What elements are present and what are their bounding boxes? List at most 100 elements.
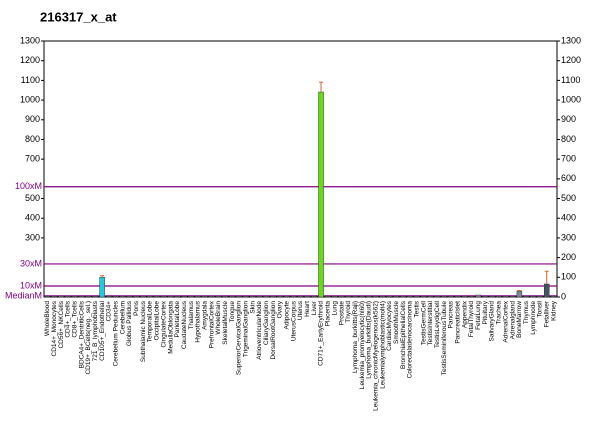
- x-tick-label: SalivaryGland: [489, 301, 496, 342]
- bar: [290, 295, 297, 298]
- x-tick-label: SkeletalMuscle: [222, 301, 229, 345]
- x-tick-label: Amygdala: [201, 301, 208, 330]
- x-tick-label: PancreaticIslet: [455, 301, 462, 344]
- y-tick-label: 300: [25, 232, 40, 242]
- x-tick-label: Pituitary: [482, 300, 489, 324]
- x-tick-label: SmoothMuscle: [393, 301, 400, 344]
- x-tick-label: CardiacMyocytes: [386, 300, 393, 351]
- x-tick-label: Heart: [304, 301, 311, 317]
- x-tick-label: TestisGermCell: [420, 300, 427, 345]
- y2-tick-label: 1000: [561, 94, 581, 104]
- x-tick-label: CaudateNucleus: [181, 300, 188, 349]
- bar: [85, 295, 92, 298]
- bar: [222, 295, 229, 298]
- bar: [434, 295, 441, 298]
- bar: [44, 295, 51, 298]
- x-tick-label: CiliaryGanglion: [263, 301, 270, 345]
- x-tick-label: CD4+_Tcells: [65, 300, 72, 337]
- bar: [427, 295, 434, 298]
- bar: [113, 295, 119, 298]
- x-tick-label: TrigeminalGanglion: [242, 301, 249, 358]
- x-tick-label: CD71+_EarlyErythroid: [318, 301, 325, 366]
- bar: [154, 295, 160, 298]
- x-tick-label: CD8+_Tcells: [71, 300, 78, 337]
- y2-tick-label: 600: [561, 173, 576, 183]
- x-tick-label: Liver: [311, 300, 318, 315]
- bar: [160, 295, 167, 298]
- x-tick-label: Thyroid: [345, 301, 352, 323]
- bar: [270, 295, 276, 298]
- x-tick-label: Tonsil: [537, 300, 544, 317]
- bar: [489, 295, 495, 298]
- x-tick-label: Adrenalgland: [509, 301, 516, 340]
- bar: [174, 295, 181, 298]
- bar: [256, 295, 263, 298]
- bar: [482, 295, 488, 298]
- bar: [407, 295, 413, 298]
- bar: [106, 295, 112, 298]
- bar: [352, 295, 358, 298]
- reference-label: MedianM: [5, 290, 42, 300]
- x-tick-label: Cerebellum Peduncles: [113, 300, 120, 366]
- x-tick-label: Leukemia_chronicMyelogenous(k562): [372, 301, 379, 411]
- bar: [65, 295, 71, 298]
- y2-tick-label: 200: [561, 252, 576, 262]
- x-tick-label: Trachea: [496, 301, 503, 325]
- bar: [58, 295, 64, 298]
- bar: [502, 295, 509, 298]
- x-tick-label: Lung: [331, 301, 338, 316]
- bar: [420, 295, 427, 298]
- y-tick-label: 1300: [20, 35, 40, 45]
- x-tick-label: Fetalliver: [543, 300, 550, 327]
- bar: [379, 295, 386, 298]
- bar: [126, 295, 133, 298]
- reference-label: 30xM: [20, 258, 42, 268]
- bar: [414, 295, 420, 298]
- bar: [345, 295, 352, 298]
- y2-tick-label: 0: [561, 291, 566, 301]
- x-tick-label: Placenta: [325, 301, 332, 327]
- bar: [461, 295, 468, 298]
- bar: [72, 295, 78, 298]
- y2-tick-label: 500: [561, 193, 576, 203]
- bar: [119, 295, 126, 298]
- x-tick-label: DorsalRootGanglion: [270, 301, 277, 360]
- y2-tick-label: 1300: [561, 35, 581, 45]
- x-tick-label: FetalThyroid: [468, 301, 475, 338]
- bar: [468, 295, 475, 298]
- bar: [195, 295, 201, 298]
- chart-title: 216317_x_at: [40, 9, 117, 24]
- x-tick-label: CD19+_BCells(neg._sel.): [85, 301, 92, 375]
- bar: [530, 295, 536, 298]
- x-tick-label: CingulateCortex: [160, 300, 167, 347]
- bar: [229, 295, 235, 298]
- x-tick-label: CD56+_NKCells: [58, 300, 65, 348]
- x-tick-label: 721_B_lymphoblasts: [92, 300, 99, 361]
- x-tick-label: WholeBrain: [215, 301, 222, 335]
- bar: [496, 295, 502, 298]
- y-tick-label: 800: [25, 134, 40, 144]
- x-tick-label: SuperiorCervicalGanglion: [236, 301, 243, 375]
- x-tick-label: Thalamus: [188, 300, 195, 329]
- bar: [147, 295, 153, 298]
- y2-tick-label: 700: [561, 154, 576, 164]
- x-tick-label: Cerebellum: [119, 301, 126, 334]
- bar: [331, 295, 338, 298]
- y-tick-label: 1200: [20, 55, 40, 65]
- bar: [475, 294, 482, 298]
- y2-tick-label: 100: [561, 272, 576, 282]
- x-tick-label: MedullaOblongata: [167, 301, 174, 354]
- y-tick-label: 900: [25, 114, 40, 124]
- x-tick-label: Subthalamic Nucleus: [140, 300, 147, 362]
- bar: [236, 295, 242, 298]
- x-tick-label: Pancreas: [448, 300, 455, 328]
- bar: [311, 295, 317, 298]
- x-tick-label: WholeBlood: [44, 301, 51, 336]
- bar: [215, 295, 222, 298]
- bar: [99, 277, 105, 298]
- x-tick-label: TestisSeminiferousTubule: [441, 301, 448, 376]
- bar: [455, 295, 461, 298]
- y-tick-label: 700: [25, 154, 40, 164]
- bar: [201, 295, 208, 298]
- bar: [509, 295, 516, 298]
